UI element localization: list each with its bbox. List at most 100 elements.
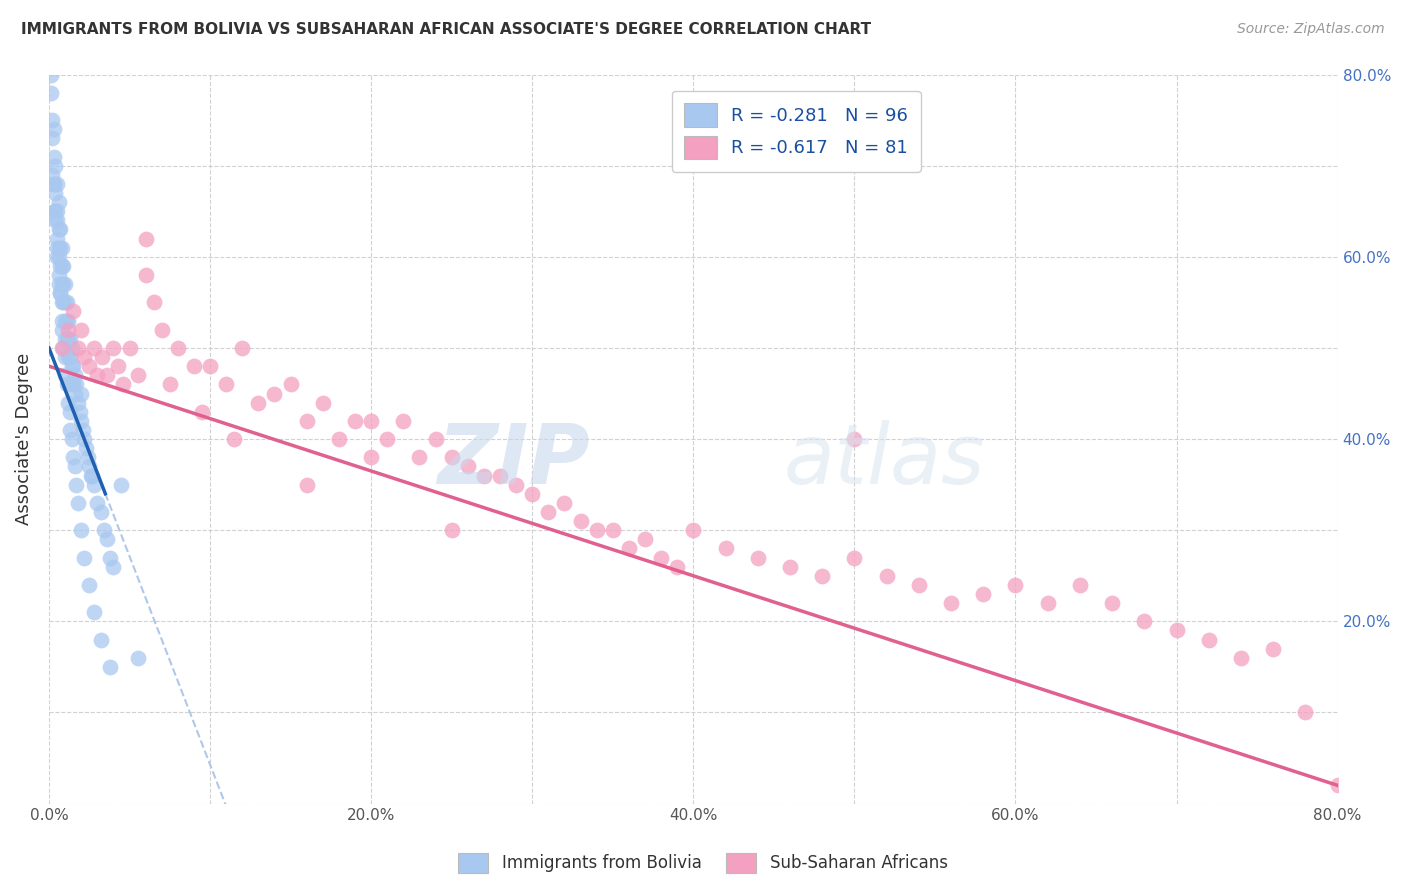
Point bbox=[76, 450, 98, 465]
Point bbox=[58, 350, 80, 364]
Point bbox=[231, 341, 253, 355]
Point bbox=[1133, 615, 1156, 629]
Point bbox=[295, 414, 318, 428]
Point bbox=[49, 286, 72, 301]
Point bbox=[1166, 624, 1188, 638]
Point bbox=[166, 341, 188, 355]
Point bbox=[51, 323, 73, 337]
Point bbox=[63, 386, 86, 401]
Point bbox=[69, 405, 91, 419]
Y-axis label: Associate's Degree: Associate's Degree bbox=[15, 353, 32, 525]
Point bbox=[83, 605, 105, 619]
Point bbox=[72, 423, 94, 437]
Point bbox=[60, 432, 83, 446]
Point bbox=[472, 468, 495, 483]
Point bbox=[127, 650, 149, 665]
Point bbox=[63, 368, 86, 383]
Point bbox=[44, 204, 66, 219]
Point bbox=[159, 377, 181, 392]
Point bbox=[65, 477, 87, 491]
Point bbox=[408, 450, 430, 465]
Point bbox=[59, 350, 82, 364]
Point bbox=[83, 341, 105, 355]
Point bbox=[51, 295, 73, 310]
Point bbox=[83, 477, 105, 491]
Point bbox=[682, 523, 704, 537]
Point bbox=[440, 450, 463, 465]
Point bbox=[553, 496, 575, 510]
Point bbox=[53, 332, 76, 346]
Point bbox=[77, 359, 100, 373]
Point bbox=[1198, 632, 1220, 647]
Point bbox=[779, 559, 801, 574]
Point bbox=[344, 414, 367, 428]
Point bbox=[46, 204, 69, 219]
Legend: Immigrants from Bolivia, Sub-Saharan Africans: Immigrants from Bolivia, Sub-Saharan Afr… bbox=[451, 847, 955, 880]
Point bbox=[1004, 578, 1026, 592]
Point bbox=[42, 177, 65, 191]
Point bbox=[51, 277, 73, 292]
Point bbox=[63, 459, 86, 474]
Point bbox=[46, 213, 69, 227]
Point bbox=[440, 523, 463, 537]
Point bbox=[73, 350, 96, 364]
Point bbox=[86, 368, 108, 383]
Text: ZIP: ZIP bbox=[437, 420, 591, 501]
Point bbox=[1294, 706, 1316, 720]
Point bbox=[46, 177, 69, 191]
Point bbox=[73, 550, 96, 565]
Point bbox=[89, 632, 111, 647]
Point bbox=[49, 241, 72, 255]
Point bbox=[48, 277, 70, 292]
Point bbox=[908, 578, 931, 592]
Point bbox=[46, 231, 69, 245]
Point bbox=[650, 550, 672, 565]
Point bbox=[280, 377, 302, 392]
Point bbox=[118, 341, 141, 355]
Point bbox=[39, 68, 62, 82]
Point bbox=[191, 405, 214, 419]
Point bbox=[42, 204, 65, 219]
Point bbox=[522, 487, 544, 501]
Point bbox=[42, 177, 65, 191]
Point bbox=[53, 295, 76, 310]
Text: IMMIGRANTS FROM BOLIVIA VS SUBSAHARAN AFRICAN ASSOCIATE'S DEGREE CORRELATION CHA: IMMIGRANTS FROM BOLIVIA VS SUBSAHARAN AF… bbox=[21, 22, 872, 37]
Point bbox=[489, 468, 512, 483]
Point bbox=[312, 395, 335, 409]
Point bbox=[844, 432, 866, 446]
Point bbox=[617, 541, 640, 556]
Point bbox=[844, 550, 866, 565]
Point bbox=[295, 477, 318, 491]
Point bbox=[41, 168, 63, 182]
Point bbox=[103, 49, 125, 63]
Point bbox=[52, 341, 75, 355]
Point bbox=[70, 523, 93, 537]
Point bbox=[62, 359, 84, 373]
Point bbox=[70, 386, 93, 401]
Point bbox=[46, 241, 69, 255]
Point bbox=[42, 122, 65, 136]
Point bbox=[77, 578, 100, 592]
Point bbox=[52, 259, 75, 273]
Point bbox=[89, 505, 111, 519]
Point bbox=[62, 304, 84, 318]
Point bbox=[75, 441, 97, 455]
Point bbox=[52, 295, 75, 310]
Point bbox=[49, 222, 72, 236]
Point bbox=[93, 523, 115, 537]
Point bbox=[62, 450, 84, 465]
Point bbox=[65, 377, 87, 392]
Point bbox=[55, 332, 77, 346]
Legend: R = -0.281   N = 96, R = -0.617   N = 81: R = -0.281 N = 96, R = -0.617 N = 81 bbox=[672, 91, 921, 171]
Point bbox=[66, 496, 89, 510]
Point bbox=[41, 131, 63, 145]
Point bbox=[127, 368, 149, 383]
Point bbox=[62, 377, 84, 392]
Point bbox=[360, 414, 382, 428]
Point bbox=[86, 496, 108, 510]
Point bbox=[103, 341, 125, 355]
Point bbox=[66, 395, 89, 409]
Point bbox=[537, 505, 560, 519]
Point bbox=[58, 313, 80, 327]
Point bbox=[73, 432, 96, 446]
